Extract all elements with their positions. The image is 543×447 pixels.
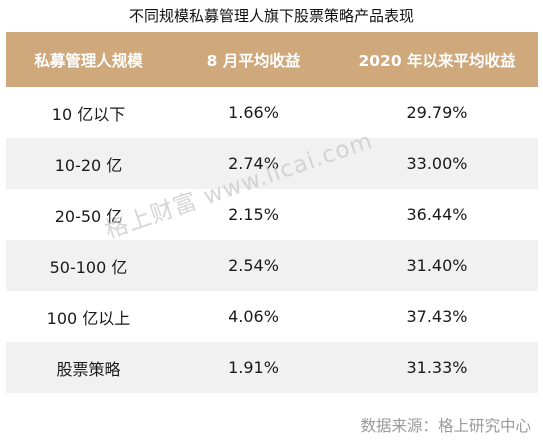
august-return-cell: 1.91% <box>171 342 336 393</box>
august-return-cell: 2.15% <box>171 189 336 240</box>
table-row: 20-50 亿 2.15% 36.44% <box>6 189 538 240</box>
august-return-cell: 2.74% <box>171 138 336 189</box>
table-row: 10 亿以下 1.66% 29.79% <box>6 87 538 138</box>
scale-cell: 10-20 亿 <box>6 138 171 189</box>
ytd-return-cell: 31.33% <box>336 342 538 393</box>
scale-cell: 20-50 亿 <box>6 189 171 240</box>
scale-cell: 100 亿以上 <box>6 291 171 342</box>
column-header-august-return: 8 月平均收益 <box>171 32 336 87</box>
table-row: 10-20 亿 2.74% 33.00% <box>6 138 538 189</box>
august-return-cell: 2.54% <box>171 240 336 291</box>
source-note: 数据来源：格上研究中心 <box>360 417 531 435</box>
page-title: 不同规模私募管理人旗下股票策略产品表现 <box>128 7 414 25</box>
ytd-return-cell: 33.00% <box>336 138 538 189</box>
ytd-return-cell: 29.79% <box>336 87 538 138</box>
table-row: 100 亿以上 4.06% 37.43% <box>6 291 538 342</box>
column-header-ytd-return: 2020 年以来平均收益 <box>336 32 538 87</box>
ytd-return-cell: 31.40% <box>336 240 538 291</box>
table-row: 50-100 亿 2.54% 31.40% <box>6 240 538 291</box>
scale-cell: 10 亿以下 <box>6 87 171 138</box>
table-row: 股票策略 1.91% 31.33% <box>6 342 538 393</box>
scale-cell: 股票策略 <box>6 342 171 393</box>
scale-cell: 50-100 亿 <box>6 240 171 291</box>
ytd-return-cell: 37.43% <box>336 291 538 342</box>
ytd-return-cell: 36.44% <box>336 189 538 240</box>
table-header-row: 私募管理人规模 8 月平均收益 2020 年以来平均收益 <box>6 32 538 87</box>
august-return-cell: 4.06% <box>171 291 336 342</box>
performance-table: 私募管理人规模 8 月平均收益 2020 年以来平均收益 10 亿以下 1.66… <box>6 32 538 393</box>
august-return-cell: 1.66% <box>171 87 336 138</box>
column-header-manager-scale: 私募管理人规模 <box>6 32 171 87</box>
